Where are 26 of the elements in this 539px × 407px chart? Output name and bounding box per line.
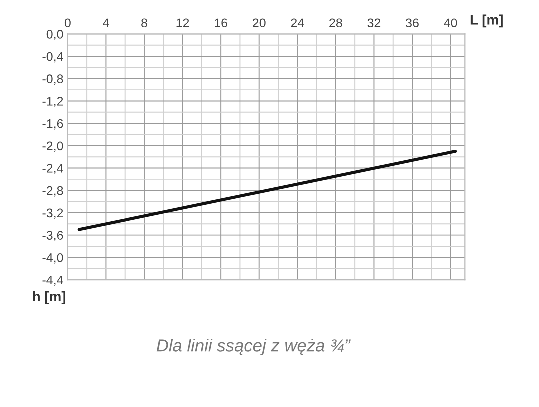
- x-tick-label: 8: [142, 18, 148, 28]
- x-tick-label: 16: [215, 18, 228, 28]
- y-tick-label: -2,0: [42, 142, 64, 152]
- y-tick-label: -4,0: [42, 253, 64, 264]
- y-tick-label: -0,4: [42, 52, 64, 63]
- x-tick-label: 32: [368, 18, 381, 28]
- x-axis-title: L [m]: [470, 14, 503, 28]
- x-tick-label: 40: [444, 18, 458, 28]
- y-tick-label: -4,4: [42, 276, 64, 286]
- x-tick-label: 0: [64, 18, 71, 28]
- y-axis-title: h [m]: [33, 291, 66, 304]
- x-tick-label: 12: [176, 18, 190, 28]
- y-tick-label: 0,0: [46, 30, 64, 40]
- x-tick-label: 28: [330, 18, 342, 28]
- y-tick-label: -3,6: [42, 231, 64, 242]
- y-tick-label: -2,4: [42, 164, 64, 174]
- y-tick-label: -3,2: [42, 208, 64, 220]
- x-tick-label: 24: [291, 18, 304, 28]
- y-tick-label: -0,8: [42, 74, 64, 86]
- x-tick-label: 20: [253, 18, 266, 28]
- y-tick-label: -1,2: [42, 97, 64, 108]
- text: Dla linii ssącej z węża ¾”: [156, 339, 351, 356]
- x-tick-label: 4: [103, 18, 110, 28]
- y-tick-label: -1,6: [42, 119, 64, 130]
- y-tick-label: -2,8: [42, 186, 64, 197]
- x-tick-label: 36: [406, 18, 419, 28]
